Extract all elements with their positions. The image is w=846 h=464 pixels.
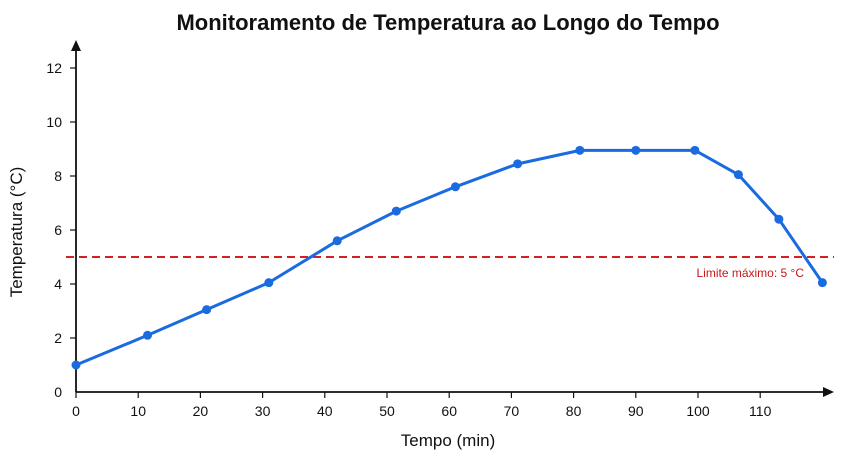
data-point <box>690 145 700 155</box>
axes <box>71 40 834 397</box>
x-tick-label: 70 <box>504 403 520 419</box>
threshold-label: Limite máximo: 5 °C <box>697 266 805 280</box>
x-tick-label: 90 <box>628 403 644 419</box>
x-tick-label: 110 <box>749 403 772 419</box>
y-tick-label: 12 <box>46 60 62 76</box>
x-axis-ticks: 0 10 20 30 40 50 60 70 80 90 100 110 <box>72 392 772 419</box>
data-point <box>575 145 585 155</box>
data-point <box>143 330 153 340</box>
y-tick-label: 0 <box>54 384 62 400</box>
x-tick-label: 40 <box>317 403 333 419</box>
data-point <box>202 305 212 315</box>
x-tick-label: 30 <box>255 403 271 419</box>
x-tick-label: 10 <box>130 403 146 419</box>
chart-title: Monitoramento de Temperatura ao Longo do… <box>176 10 719 35</box>
data-point <box>71 360 81 370</box>
x-tick-label: 80 <box>566 403 582 419</box>
y-tick-label: 2 <box>54 330 62 346</box>
y-axis-arrow <box>71 40 81 51</box>
data-point <box>513 159 523 169</box>
data-point <box>733 170 743 180</box>
y-tick-label: 8 <box>54 168 62 184</box>
y-axis-label: Temperatura (°C) <box>7 167 26 298</box>
data-point <box>774 214 784 224</box>
x-tick-label: 50 <box>379 403 395 419</box>
data-point <box>391 206 401 216</box>
y-tick-label: 10 <box>46 114 62 130</box>
data-point <box>264 278 274 288</box>
y-tick-label: 6 <box>54 222 62 238</box>
data-point <box>631 145 641 155</box>
threshold-group: Limite máximo: 5 °C <box>66 256 834 280</box>
x-tick-label: 60 <box>441 403 457 419</box>
x-axis-arrow <box>823 387 834 397</box>
y-tick-label: 4 <box>54 276 62 292</box>
x-tick-label: 20 <box>193 403 209 419</box>
data-point <box>817 278 827 288</box>
x-tick-label: 0 <box>72 403 80 419</box>
x-axis-label: Tempo (min) <box>401 431 495 450</box>
data-point <box>450 182 460 192</box>
data-point <box>332 236 342 246</box>
series-line <box>74 148 824 367</box>
y-axis-ticks: 0 2 4 6 8 10 12 <box>46 60 76 400</box>
x-tick-label: 100 <box>686 403 710 419</box>
series-group <box>71 145 827 370</box>
